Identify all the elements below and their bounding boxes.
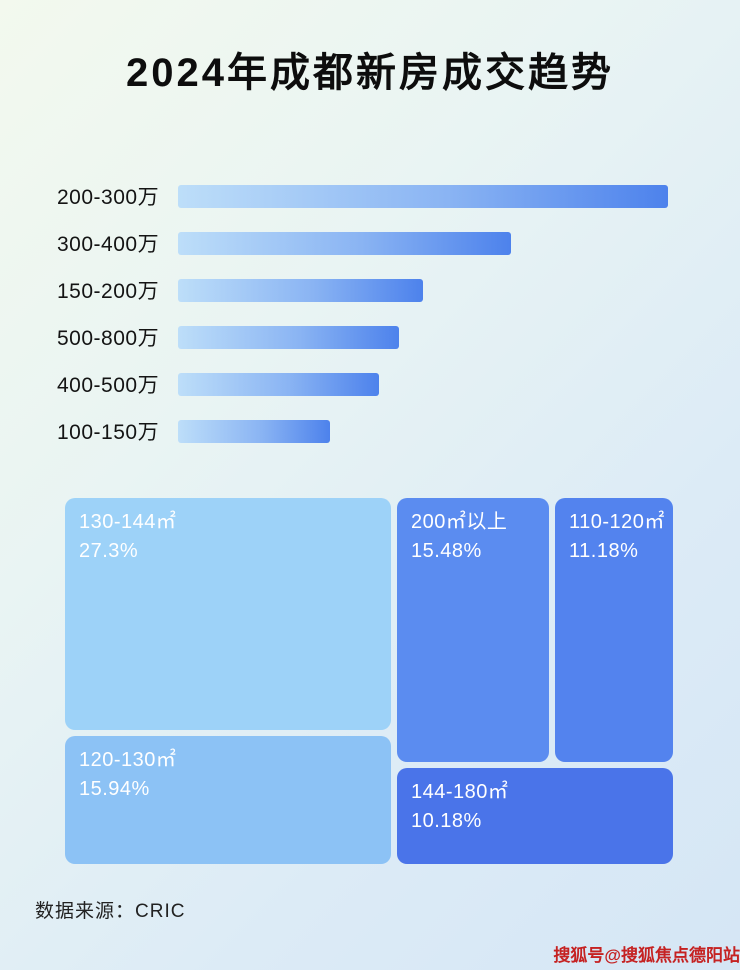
bar-track <box>178 184 668 208</box>
treemap-block-pct: 15.48% <box>411 540 482 562</box>
bar-row: 300-400万 <box>57 231 668 256</box>
treemap-block-label: 130-144㎡ <box>79 511 177 533</box>
bar-row: 200-300万 <box>57 184 668 209</box>
bar-label: 400-500万 <box>57 374 160 397</box>
treemap-block-pct: 27.3% <box>79 540 139 562</box>
treemap-block-label: 144-180㎡ <box>411 781 509 803</box>
bar-row: 100-150万 <box>57 419 668 444</box>
bar-track <box>178 325 668 349</box>
bar-label: 300-400万 <box>57 233 160 256</box>
treemap-block-pct: 15.94% <box>79 778 150 800</box>
bar-fill <box>178 231 512 255</box>
area-size-treemap: 130-144㎡ 27.3% 200㎡以上 15.48% 110-120㎡ 11… <box>65 498 673 864</box>
treemap-block-label: 120-130㎡ <box>79 749 177 771</box>
treemap-block-110-120: 110-120㎡ 11.18% <box>555 498 673 762</box>
treemap-block-200plus: 200㎡以上 15.48% <box>397 498 549 762</box>
page-title: 2024年成都新房成交趋势 <box>126 51 614 95</box>
bar-track <box>178 372 668 396</box>
bar-label: 200-300万 <box>57 186 160 209</box>
treemap-block-144-180: 144-180㎡ 10.18% <box>397 768 673 864</box>
treemap-block-120-130: 120-130㎡ 15.94% <box>65 736 391 864</box>
treemap-block-130-144: 130-144㎡ 27.3% <box>65 498 391 730</box>
bar-track <box>178 231 668 255</box>
treemap-block-label: 200㎡以上 <box>411 511 508 533</box>
bar-row: 400-500万 <box>57 372 668 397</box>
treemap-block-label: 110-120㎡ <box>569 511 665 533</box>
bar-label: 500-800万 <box>57 327 160 350</box>
treemap-block-pct: 10.18% <box>411 810 482 832</box>
watermark-text: 搜狐号@搜狐焦点德阳站 <box>553 946 740 965</box>
bar-track <box>178 419 668 443</box>
price-range-bar-chart: 200-300万 300-400万 150-200万 500-800万 400-… <box>57 184 668 444</box>
bar-row: 150-200万 <box>57 278 668 303</box>
bar-fill <box>178 184 668 208</box>
bar-track <box>178 278 668 302</box>
bar-label: 100-150万 <box>57 421 160 444</box>
bar-fill <box>178 419 330 443</box>
data-source-note: 数据来源：CRIC <box>35 901 186 922</box>
bar-fill <box>178 325 399 349</box>
bar-row: 500-800万 <box>57 325 668 350</box>
bar-fill <box>178 372 379 396</box>
bar-label: 150-200万 <box>57 280 160 303</box>
bar-fill <box>178 278 423 302</box>
treemap-block-pct: 11.18% <box>569 540 639 562</box>
